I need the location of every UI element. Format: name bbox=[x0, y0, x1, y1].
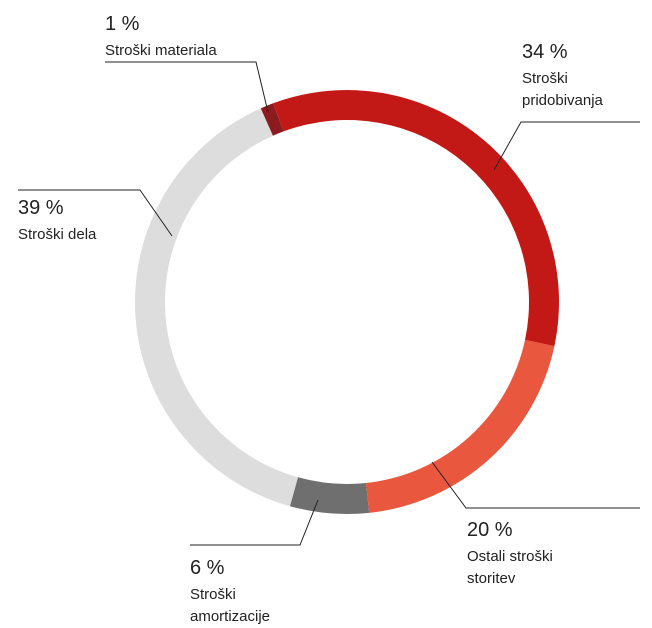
category-label: Stroški materiala bbox=[105, 42, 217, 59]
category-label: Stroški dela bbox=[18, 226, 97, 243]
value-label: 6 % bbox=[190, 557, 225, 579]
leader-line bbox=[431, 461, 640, 509]
donut-segment bbox=[289, 477, 370, 514]
category-label: Ostali stroški storitev bbox=[467, 548, 553, 587]
segment-label: 1 % Stroški materiala bbox=[105, 12, 265, 62]
leader-line bbox=[105, 61, 269, 113]
value-label: 1 % bbox=[105, 13, 140, 35]
segment-label: 34 % Stroški pridobivanja bbox=[522, 40, 622, 112]
value-label: 34 % bbox=[522, 41, 568, 63]
segment-label: 39 % Stroški dela bbox=[18, 196, 168, 246]
leader-line bbox=[18, 189, 173, 237]
category-label: Stroški amortizacije bbox=[190, 586, 271, 625]
leader-line bbox=[493, 121, 640, 171]
segment-label: 20 % Ostali stroški storitev bbox=[467, 518, 592, 590]
value-label: 39 % bbox=[18, 197, 64, 219]
donut-segment bbox=[273, 90, 559, 347]
segment-label: 6 % Stroški amortizacije bbox=[190, 556, 300, 628]
category-label: Stroški pridobivanja bbox=[522, 70, 603, 109]
value-label: 20 % bbox=[467, 519, 513, 541]
leader-line bbox=[190, 499, 319, 546]
donut-segment bbox=[366, 339, 555, 513]
donut-segment bbox=[135, 108, 299, 507]
donut-segment bbox=[260, 103, 284, 136]
